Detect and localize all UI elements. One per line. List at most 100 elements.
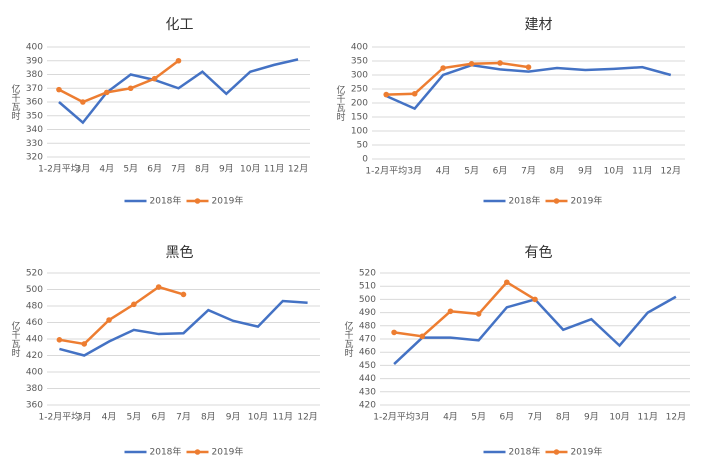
legend-label: 2018年: [509, 446, 541, 458]
y-tick-label: 480: [359, 321, 376, 331]
legend-label: 2018年: [150, 446, 182, 458]
legend-marker: [553, 198, 560, 204]
x-tick-label: 9月: [578, 166, 593, 177]
x-tick-label: 6月: [147, 164, 162, 175]
y-tick-label: 520: [26, 269, 43, 279]
point: [497, 60, 503, 66]
x-tick-label: 6月: [499, 412, 514, 423]
y-tick-label: 470: [359, 335, 376, 345]
x-tick-label: 6月: [151, 412, 166, 423]
point: [383, 91, 390, 98]
y-tick-label: 460: [359, 348, 376, 358]
point: [56, 86, 62, 93]
point: [127, 85, 134, 92]
series-line: [393, 280, 536, 338]
x-tick-label: 5月: [471, 412, 486, 423]
chart-title: 有色: [525, 244, 553, 261]
x-tick-label: 4月: [99, 164, 114, 175]
x-tick-label: 5月: [123, 164, 138, 175]
x-tick-label: 8月: [550, 166, 565, 177]
x-tick-label: 9月: [226, 412, 241, 423]
x-tick-label: 1-2月平均: [373, 411, 415, 423]
y-tick-label: 440: [26, 335, 43, 345]
point: [504, 279, 510, 286]
x-tick-label: 12月: [288, 164, 308, 175]
y-tick-label: 0: [362, 155, 368, 165]
series-line: [59, 285, 184, 346]
y-tick-label: 510: [359, 282, 376, 292]
x-tick-label: 12月: [666, 412, 686, 423]
y-tick-label: 250: [351, 85, 368, 95]
point: [155, 284, 162, 290]
x-tick-label: 1-2月平均: [365, 165, 407, 177]
legend-label: 2019年: [212, 446, 244, 458]
point: [180, 291, 187, 298]
y-axis-label: 亿千瓦时: [10, 320, 21, 357]
x-tick-label: 11月: [273, 412, 293, 423]
series-line: [386, 61, 529, 96]
legend-label: 2018年: [150, 195, 182, 207]
point: [447, 308, 454, 315]
y-tick-label: 300: [351, 71, 368, 81]
point: [468, 61, 475, 67]
x-tick-label: 4月: [102, 412, 117, 423]
x-tick-label: 8月: [195, 164, 210, 175]
point: [440, 65, 446, 71]
x-tick-label: 1-2月平均: [38, 163, 80, 175]
x-tick-label: 12月: [297, 412, 317, 423]
x-tick-label: 10月: [248, 412, 268, 423]
x-tick-label: 5月: [464, 166, 479, 177]
y-tick-label: 340: [26, 125, 43, 135]
x-tick-label: 7月: [521, 166, 536, 177]
y-tick-label: 360: [26, 98, 43, 108]
point: [103, 89, 110, 96]
y-tick-label: 380: [26, 70, 43, 80]
series-line: [385, 63, 672, 111]
x-tick-label: 7月: [528, 412, 543, 423]
y-tick-label: 500: [26, 285, 43, 295]
legend-marker: [194, 198, 201, 204]
point: [419, 333, 426, 340]
point: [391, 329, 397, 336]
legend-label: 2019年: [571, 446, 603, 458]
x-tick-label: 3月: [77, 412, 92, 423]
y-tick-label: 460: [26, 318, 43, 328]
y-tick-label: 440: [359, 374, 376, 384]
y-tick-label: 150: [351, 113, 368, 123]
y-tick-label: 330: [26, 139, 43, 149]
x-tick-label: 4月: [436, 166, 451, 177]
y-tick-label: 420: [26, 351, 43, 361]
point: [131, 301, 137, 308]
x-tick-label: 9月: [584, 412, 599, 423]
series-line: [393, 295, 677, 365]
x-tick-label: 10月: [609, 412, 629, 423]
legend-label: 2019年: [571, 195, 603, 207]
y-tick-label: 320: [26, 153, 43, 163]
y-tick-label: 480: [26, 302, 43, 312]
x-tick-label: 1-2月平均: [39, 411, 81, 423]
y-tick-label: 360: [26, 401, 43, 411]
y-tick-label: 400: [26, 368, 43, 378]
x-tick-label: 3月: [407, 166, 422, 177]
y-tick-label: 450: [359, 361, 376, 371]
y-tick-label: 350: [26, 111, 43, 121]
x-tick-label: 10月: [240, 164, 260, 175]
legend-label: 2018年: [509, 195, 541, 207]
y-tick-label: 420: [359, 401, 376, 411]
x-tick-label: 7月: [171, 164, 186, 175]
x-tick-label: 11月: [632, 166, 652, 177]
y-tick-label: 100: [351, 127, 368, 137]
point: [411, 90, 418, 97]
x-tick-label: 3月: [75, 164, 90, 175]
point: [175, 57, 182, 64]
y-tick-label: 490: [359, 308, 376, 318]
y-tick-label: 430: [359, 387, 376, 397]
y-tick-label: 350: [351, 57, 368, 67]
series-line: [58, 59, 180, 104]
point: [151, 75, 158, 82]
chart-title: 黑色: [166, 244, 194, 261]
x-tick-label: 12月: [661, 166, 681, 177]
point: [81, 341, 88, 347]
point: [475, 311, 482, 317]
